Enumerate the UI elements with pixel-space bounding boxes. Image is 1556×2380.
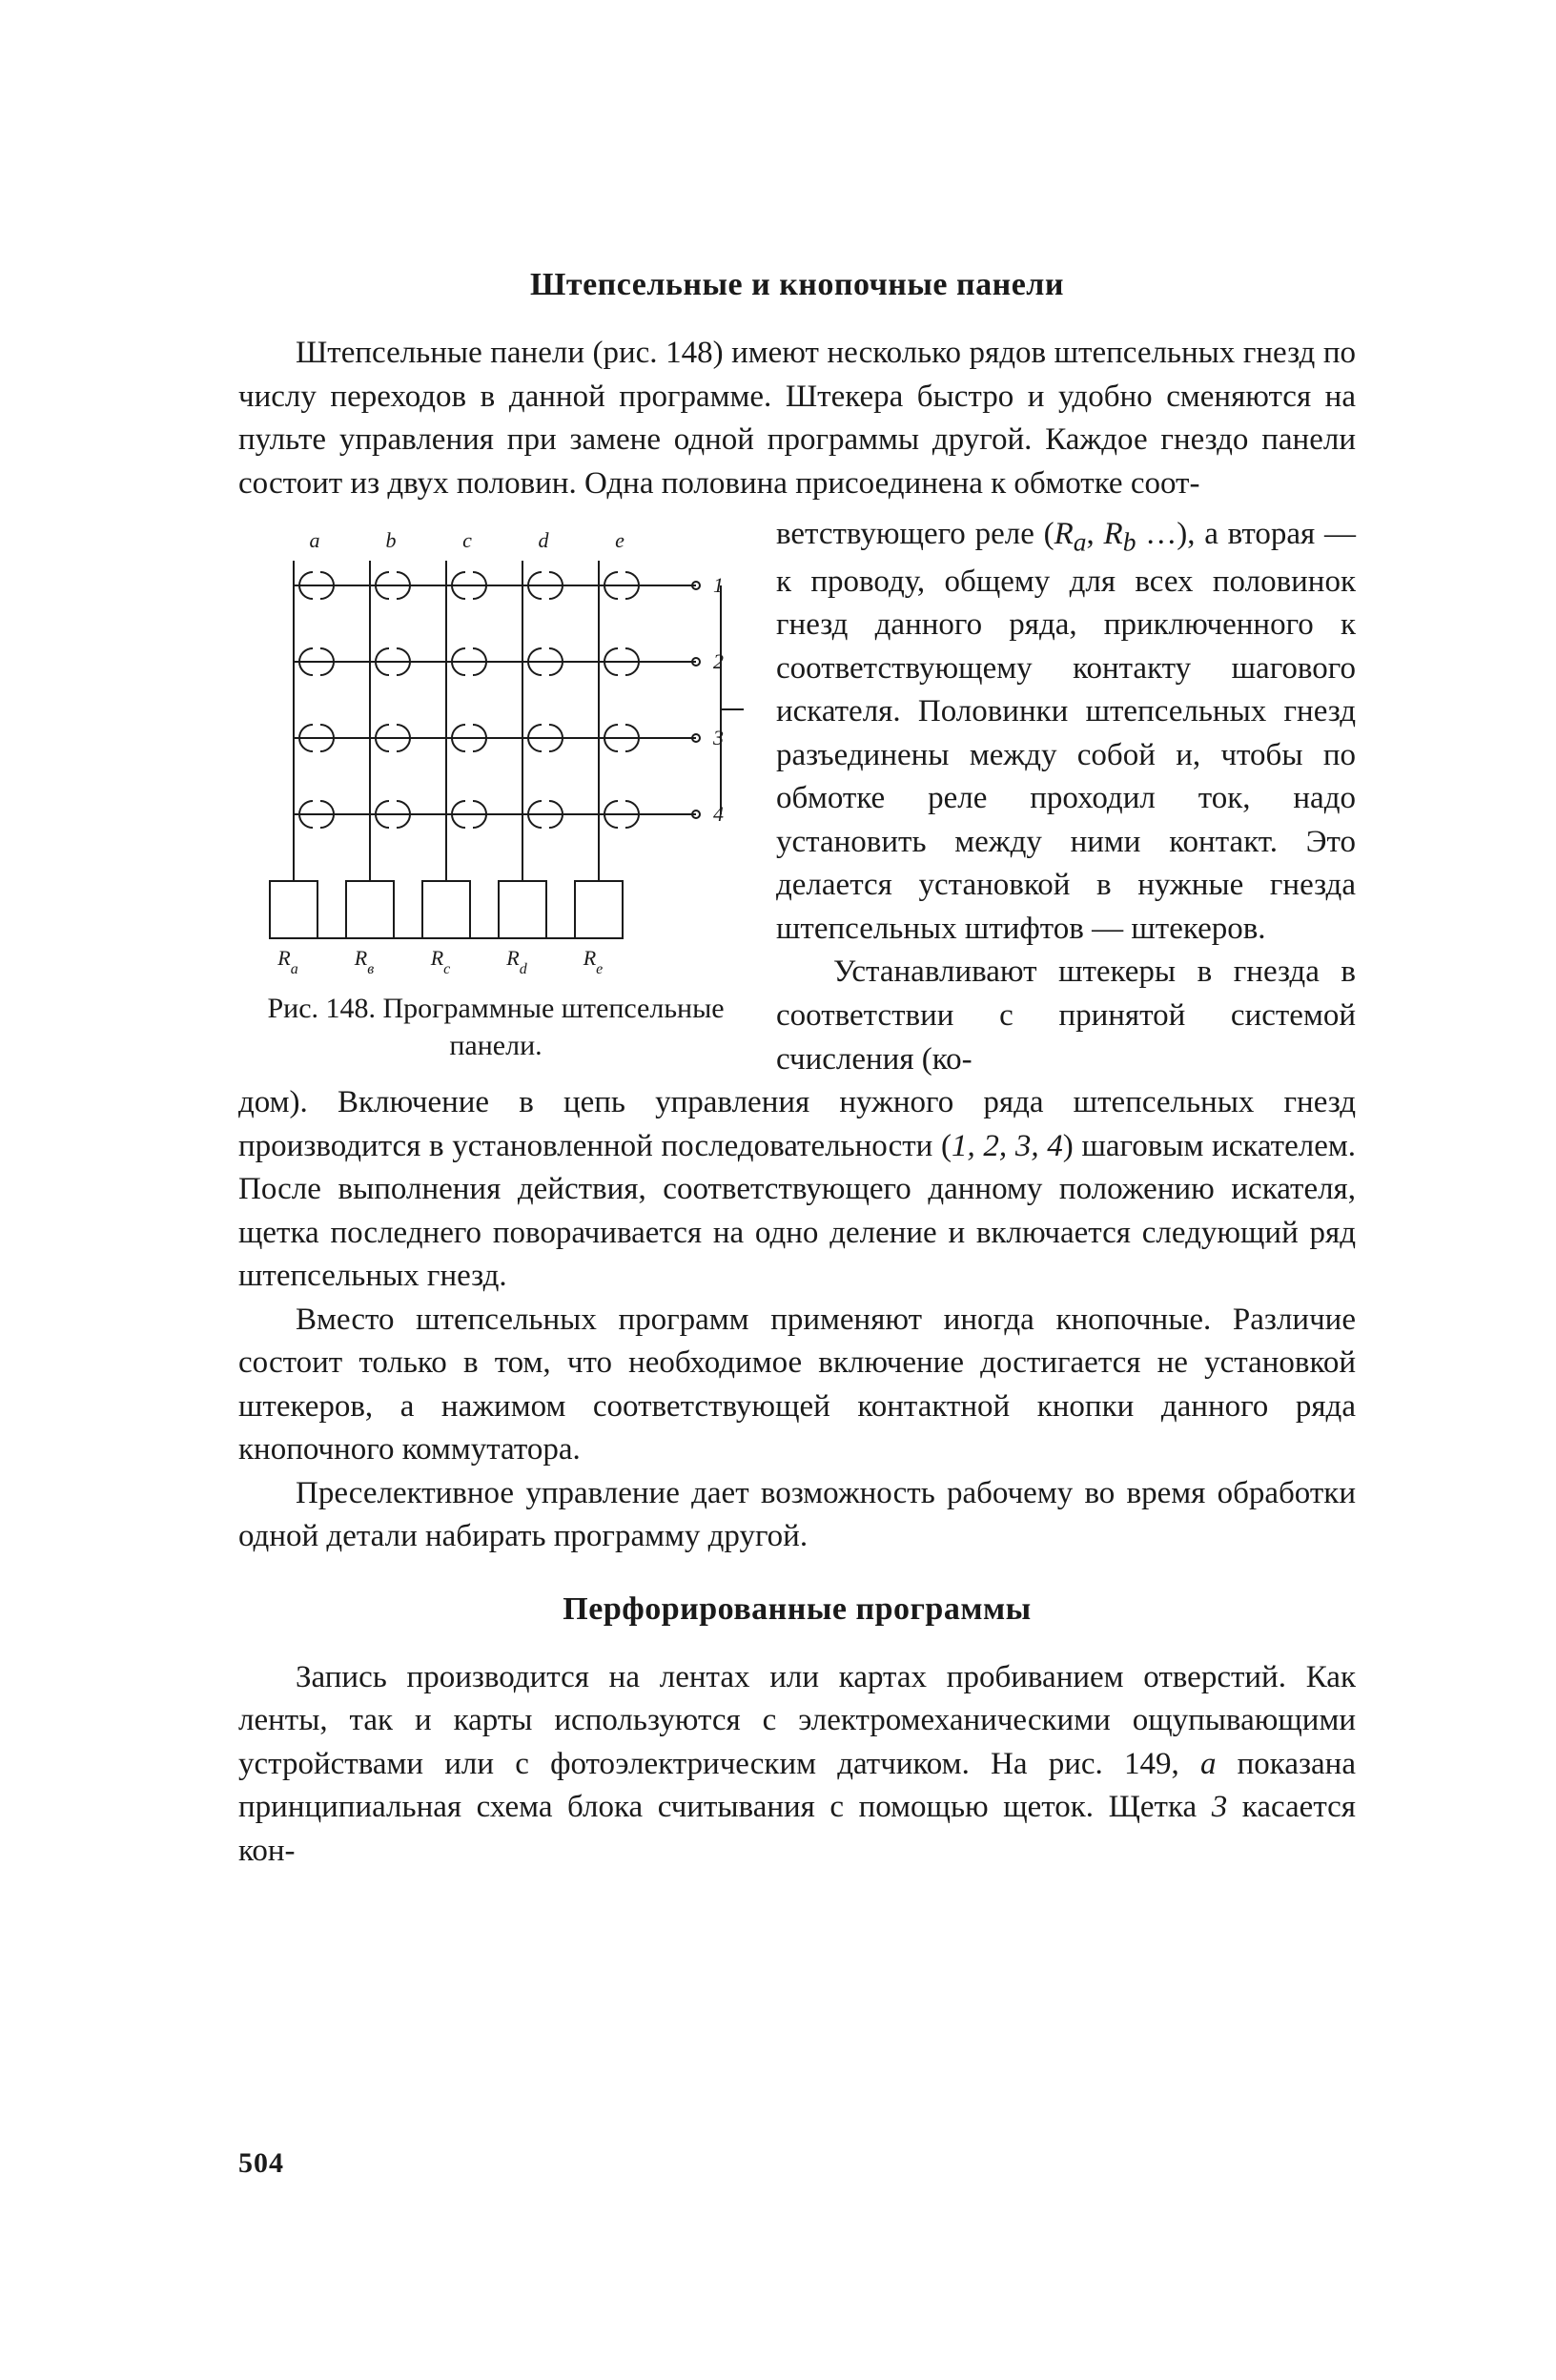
txt: …), а вторая — к проводу, общему для все… [776,517,1356,946]
sym-Ra-sub: a [1074,527,1087,557]
heading-perforated: Перфорированные программы [238,1591,1356,1628]
svg-text:Rc: Rc [430,946,451,976]
heading-plug-panels: Штепсельные и кнопочные панели [238,267,1356,303]
seq-1234: 1, 2, 3, 4 [952,1129,1063,1163]
para-after-fig-3: Преселективное управление дает возможнос… [238,1472,1356,1559]
para-right-2: Устанавливают штекеры в гнезда в соответ… [776,951,1356,1081]
svg-text:e: e [615,528,624,552]
svg-text:b: b [386,528,397,552]
svg-text:c: c [462,528,472,552]
txt: , [1087,517,1104,551]
svg-text:Re: Re [583,946,604,976]
brush-3: 3 [1212,1790,1228,1824]
para-right-1: ветствующего реле (Ra, Rb …), а вторая —… [776,513,1356,951]
fig149-letter: а [1200,1747,1217,1781]
svg-text:1: 1 [713,573,724,597]
para-perf-1: Запись производится на лентах или картах… [238,1656,1356,1874]
page: Штепсельные и кнопочные панели Штепсельн… [0,0,1556,2380]
figure-148-svg: abcde12340RaRвRcRdRe [248,519,744,976]
para-intro: Штепсельные панели (рис. 148) имеют неск… [238,332,1356,505]
para-after-fig-2: Вместо штепсельных программ применяют ин… [238,1299,1356,1472]
svg-text:Rв: Rв [354,946,374,976]
svg-text:Rd: Rd [505,946,527,976]
svg-text:d: d [539,528,550,552]
sym-Ra-R: R [1054,517,1074,551]
svg-text:3: 3 [712,726,724,749]
svg-text:a: a [310,528,320,552]
figure-column: abcde12340RaRвRcRdRe Рис. 148. Программн… [238,513,753,1064]
right-text-column: ветствующего реле (Ra, Rb …), а вторая —… [776,513,1356,1081]
sym-Rb-R: R [1104,517,1123,551]
page-number: 504 [238,2147,284,2180]
svg-text:2: 2 [713,649,724,673]
txt: Запись производится на лентах или картах… [238,1660,1356,1781]
figure-148: abcde12340RaRвRcRdRe [238,519,753,976]
figure-148-caption: Рис. 148. Программные штепсельные панели… [238,990,753,1064]
svg-text:Ra: Ra [276,946,297,976]
figure-and-text-row: abcde12340RaRвRcRdRe Рис. 148. Программн… [238,513,1356,1081]
sym-Rb-sub: b [1123,527,1136,557]
para-after-fig-1: дом). Включение в цепь управления нужног… [238,1081,1356,1299]
svg-text:4: 4 [713,802,724,826]
txt: ветствующего реле ( [776,517,1054,551]
